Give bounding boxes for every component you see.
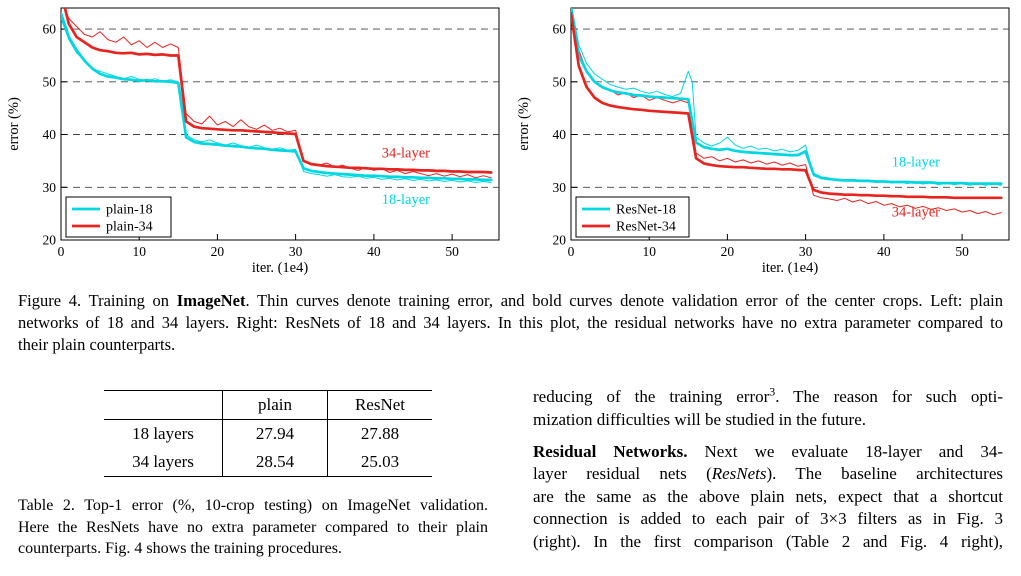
svg-text:error (%): error (%) xyxy=(6,97,22,151)
svg-text:40: 40 xyxy=(367,244,381,259)
svg-text:0: 0 xyxy=(568,244,575,259)
svg-text:50: 50 xyxy=(43,74,57,89)
table-header-resnet: ResNet xyxy=(327,390,432,420)
table-header-plain: plain xyxy=(222,390,328,420)
svg-text:40: 40 xyxy=(877,244,891,259)
cell-34-plain: 28.54 xyxy=(222,448,328,477)
table-header-empty xyxy=(104,391,223,420)
svg-text:34-layer: 34-layer xyxy=(382,146,430,162)
svg-text:30: 30 xyxy=(799,244,813,259)
resnets-training-chart: 20 30 40 50 60 0 10 20 30 40 50 iter. (1e4) error (%… xyxy=(516,7,1010,276)
svg-text:error (%): error (%) xyxy=(516,97,532,151)
svg-text:40: 40 xyxy=(43,127,57,142)
svg-text:50: 50 xyxy=(553,74,567,89)
paragraph-residual-networks: Residual Networks. Next we evaluate 18-l… xyxy=(533,441,1003,551)
svg-text:10: 10 xyxy=(132,244,146,259)
figure-4: 20 30 40 50 60 0 10 20 30 40 50 iter. (1e4) error (%… xyxy=(0,0,1021,280)
svg-text:30: 30 xyxy=(553,180,567,195)
body-text-column: reducing of the training error3. The rea… xyxy=(533,386,1003,559)
svg-text:60: 60 xyxy=(553,22,567,37)
svg-text:20: 20 xyxy=(211,244,225,259)
svg-text:34-layer: 34-layer xyxy=(892,204,940,220)
svg-text:18-layer: 18-layer xyxy=(892,155,940,171)
svg-text:30: 30 xyxy=(43,180,57,195)
svg-text:10: 10 xyxy=(642,244,656,259)
svg-text:iter. (1e4): iter. (1e4) xyxy=(252,260,309,276)
cell-18-plain: 27.94 xyxy=(222,419,328,449)
table-header-row: plain ResNet xyxy=(104,390,432,420)
plain-networks-training-chart: 20 30 40 50 60 0 10 20 30 40 50 iter. (1e4) error (%… xyxy=(6,7,500,276)
svg-text:18-layer: 18-layer xyxy=(382,192,430,208)
svg-text:50: 50 xyxy=(445,244,459,259)
figure-4-caption: Figure 4. Training on ImageNet. Thin cur… xyxy=(18,291,1003,355)
table-2: plain ResNet 18 layers 27.94 27.88 34 la… xyxy=(104,390,432,477)
svg-text:20: 20 xyxy=(43,233,57,248)
svg-text:50: 50 xyxy=(955,244,969,259)
cell-34-resnet: 25.03 xyxy=(327,448,432,477)
paragraph-training-error: reducing of the training error3. The rea… xyxy=(533,384,1003,429)
chart-resnets: 20 30 40 50 60 0 10 20 30 40 50 iter. (1e4) error (%… xyxy=(513,2,1018,280)
svg-text:ResNet-34: ResNet-34 xyxy=(616,220,676,235)
svg-text:0: 0 xyxy=(58,244,65,259)
table-row-18-layers: 18 layers 27.94 27.88 xyxy=(104,419,432,449)
table-2-caption: Table 2. Top-1 error (%, 10-crop testing… xyxy=(18,497,488,557)
svg-text:plain-18: plain-18 xyxy=(106,203,153,218)
bottom-section: plain ResNet 18 layers 27.94 27.88 34 la… xyxy=(0,386,1021,559)
table-2-column: plain ResNet 18 layers 27.94 27.88 34 la… xyxy=(18,386,504,559)
table-row-34-layers: 34 layers 28.54 25.03 xyxy=(104,448,432,477)
cell-18-resnet: 27.88 xyxy=(327,419,432,449)
svg-text:plain-34: plain-34 xyxy=(106,220,153,235)
chart-plain-networks: 20 30 40 50 60 0 10 20 30 40 50 iter. (1e4) error (%… xyxy=(3,2,508,280)
svg-text:30: 30 xyxy=(289,244,303,259)
svg-text:ResNet-18: ResNet-18 xyxy=(616,203,676,218)
svg-text:40: 40 xyxy=(553,127,567,142)
svg-text:iter. (1e4): iter. (1e4) xyxy=(762,260,819,276)
row-label: 34 layers xyxy=(132,452,194,472)
svg-text:20: 20 xyxy=(553,233,567,248)
row-label: 18 layers xyxy=(132,424,194,444)
svg-text:20: 20 xyxy=(721,244,735,259)
svg-text:60: 60 xyxy=(43,22,57,37)
